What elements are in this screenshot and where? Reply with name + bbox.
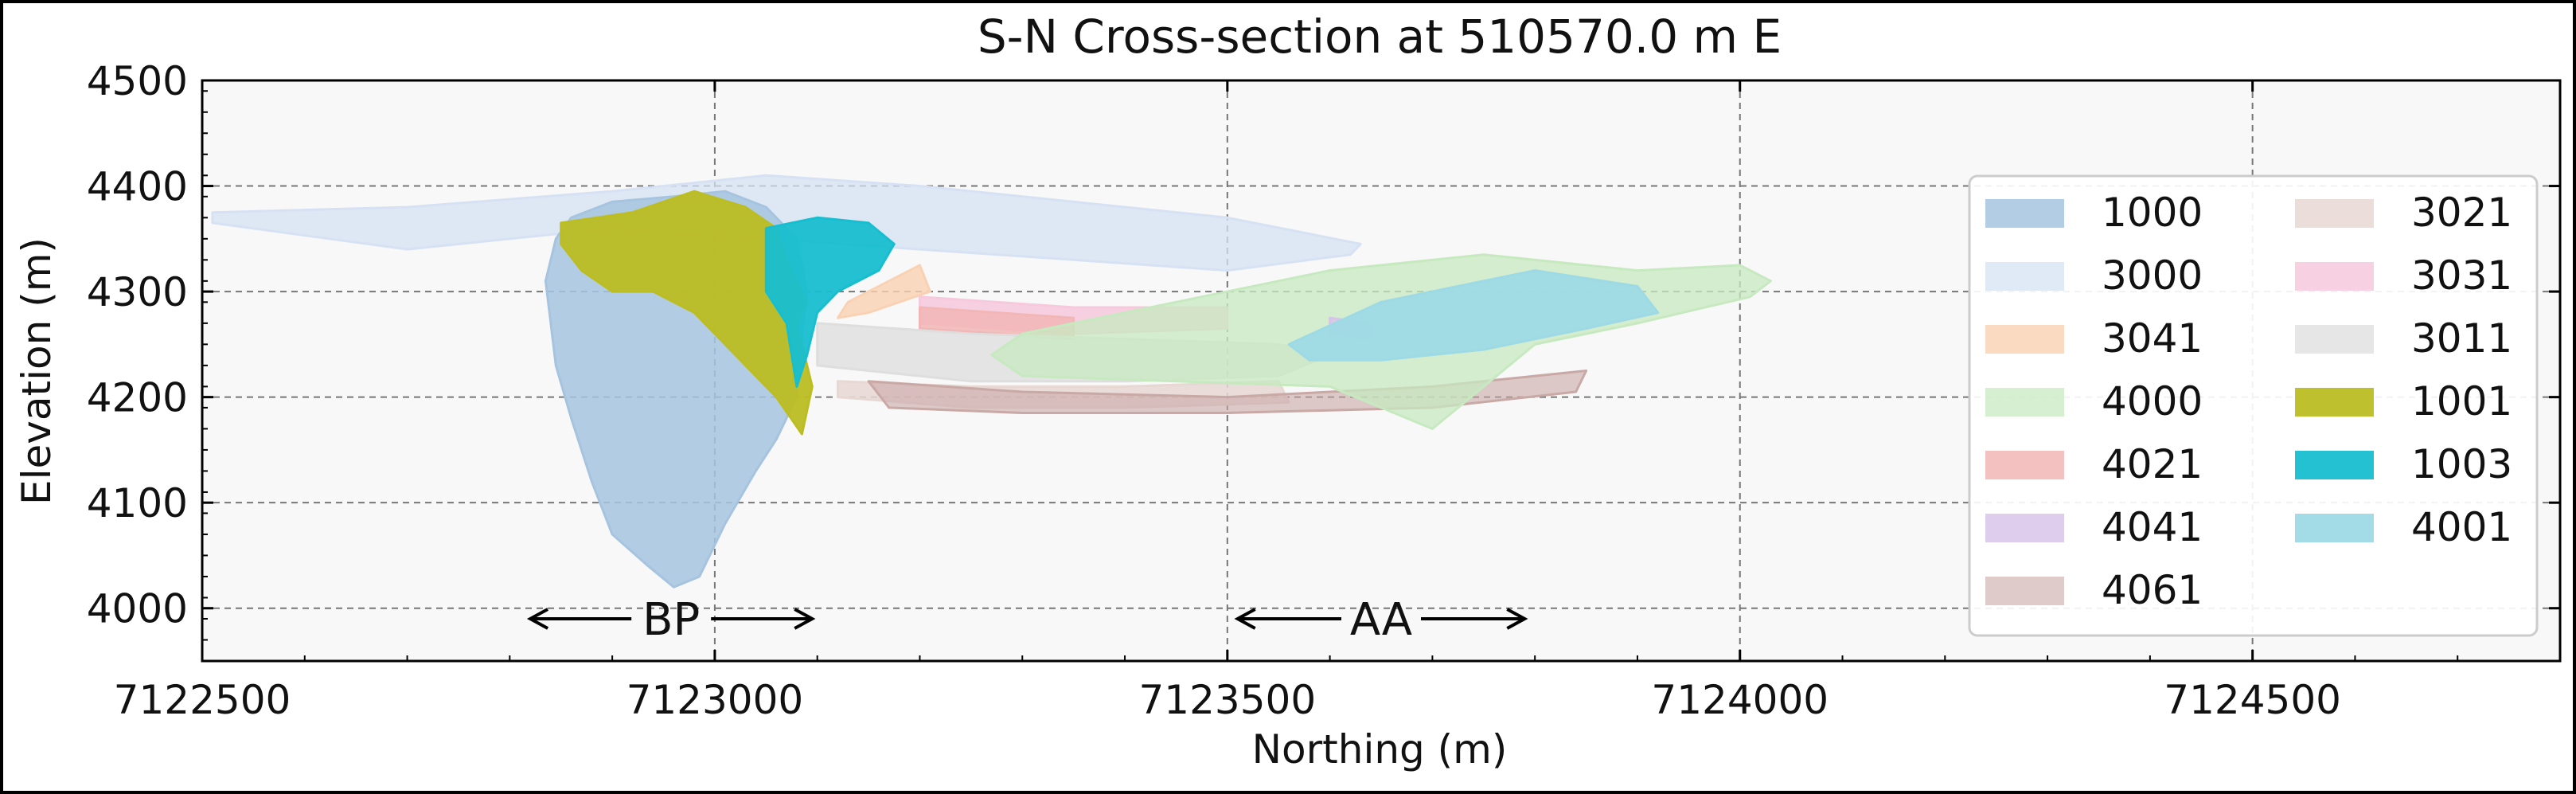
legend-swatch-4000 — [1985, 388, 2064, 417]
legend-swatch-4001 — [2295, 514, 2374, 542]
series-4001-area — [1287, 269, 1660, 362]
legend-swatch-1000 — [1985, 199, 2064, 228]
legend-swatch-4061 — [1985, 577, 2064, 605]
legend-swatch-4021 — [1985, 451, 2064, 479]
annotation-label: AA — [1350, 594, 1412, 646]
y-tick-label: 4500 — [87, 58, 188, 104]
legend: 1000 3000 3041 4000 4021 4041 4061 3021 3031 3011… — [1968, 174, 2539, 637]
range-annotations: BP AA — [526, 594, 1528, 646]
tick-labels: 7122500 7123000 7123500 7124000 7124500 4000 4… — [87, 58, 2341, 723]
series-3041-area — [837, 264, 931, 319]
legend-box — [1968, 174, 2539, 637]
annotation-arrowhead-right — [794, 608, 816, 630]
x-axis-label: Northing (m) — [1252, 726, 1508, 772]
annotation-label: BP — [642, 594, 700, 646]
legend-swatch-3011 — [2295, 325, 2374, 354]
legend-label-3041: 3041 — [2102, 315, 2203, 362]
legend-label-4000: 4000 — [2102, 378, 2203, 424]
legend-swatch-3000 — [1985, 262, 2064, 291]
legend-label-3031: 3031 — [2411, 252, 2512, 299]
x-tick-label: 7124500 — [2164, 677, 2341, 723]
series-1003-area — [764, 216, 896, 388]
x-tick-label: 7123500 — [1138, 677, 1316, 723]
series-layer — [211, 174, 1772, 589]
x-tick-label: 7123000 — [626, 677, 804, 723]
legend-label-3011: 3011 — [2411, 315, 2512, 362]
y-tick-label: 4200 — [87, 375, 188, 421]
legend-swatch-3021 — [2295, 199, 2374, 228]
x-tick-label: 7124000 — [1651, 677, 1829, 723]
x-tick-label: 7122500 — [114, 677, 291, 723]
legend-swatch-1003 — [2295, 451, 2374, 479]
legend-label-4001: 4001 — [2411, 504, 2512, 550]
plot-frame — [201, 79, 2562, 663]
legend-swatch-4041 — [1985, 514, 2064, 542]
legend-label-1000: 1000 — [2102, 190, 2203, 236]
legend-label-1003: 1003 — [2411, 441, 2512, 487]
annotation-arrowhead-right — [1506, 608, 1528, 630]
legend-swatch-3031 — [2295, 262, 2374, 291]
legend-label-1001: 1001 — [2411, 378, 2512, 424]
legend-swatch-1001 — [2295, 388, 2374, 417]
annotation-arrowhead-left — [526, 608, 549, 630]
legend-label-4061: 4061 — [2102, 567, 2203, 613]
y-tick-label: 4300 — [87, 269, 188, 315]
series-1001-area — [560, 190, 814, 436]
y-tick-label: 4100 — [87, 480, 188, 526]
y-axis-label: Elevation (m) — [14, 237, 60, 505]
legend-label-3021: 3021 — [2411, 190, 2512, 236]
annotation-arrowhead-left — [1234, 608, 1256, 630]
chart-title: S-N Cross-section at 510570.0 m E — [978, 10, 1782, 64]
legend-label-4041: 4041 — [2102, 504, 2203, 550]
tick-marks — [201, 79, 2560, 662]
y-tick-label: 4400 — [87, 164, 188, 210]
legend-label-4021: 4021 — [2102, 441, 2203, 487]
legend-swatch-3041 — [1985, 325, 2064, 354]
y-tick-label: 4000 — [87, 586, 188, 632]
legend-label-3000: 3000 — [2102, 252, 2203, 299]
